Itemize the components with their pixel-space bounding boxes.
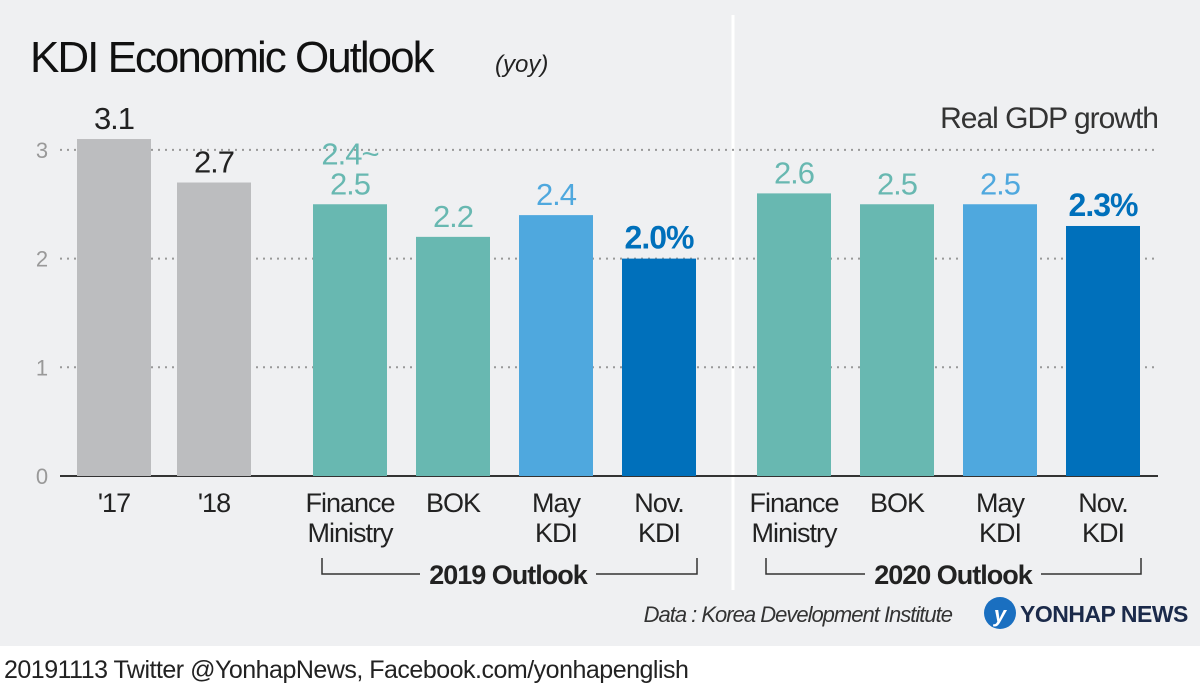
bar [177, 182, 251, 476]
x-tick-label: May [532, 488, 582, 518]
bar [416, 236, 490, 476]
data-label: 2.6 [774, 155, 814, 190]
x-tick-label: Nov. [634, 488, 684, 518]
data-label: 2.2 [433, 199, 473, 234]
bar [860, 204, 934, 476]
data-label: 2.5 [330, 166, 370, 201]
data-label: 2.5 [980, 166, 1020, 201]
x-tick-label: Ministry [308, 518, 394, 548]
data-label: 2.4~ [321, 136, 378, 171]
x-tick-label: '18 [198, 488, 230, 518]
x-tick-label: Nov. [1078, 488, 1128, 518]
group-label: 2020 Outlook [874, 560, 1034, 590]
yonhap-logo-glyph: y [993, 602, 1008, 627]
yonhap-logo-text: YONHAP NEWS [1020, 601, 1188, 627]
data-label: 3.1 [94, 101, 134, 136]
bar [963, 204, 1037, 476]
yonhap-logo-icon [984, 597, 1016, 629]
x-tick-label: KDI [979, 518, 1021, 548]
bar [313, 204, 387, 476]
data-label: 2.0% [625, 220, 694, 256]
x-tick-label: Finance [749, 488, 838, 518]
group-label: 2019 Outlook [429, 560, 589, 590]
bar [519, 215, 593, 476]
source-note: Data : Korea Development Institute [644, 602, 953, 627]
bar [622, 258, 696, 476]
y-tick-label: 0 [36, 464, 48, 489]
y-tick-label: 2 [36, 247, 48, 272]
chart-subtitle: (yoy) [495, 51, 548, 78]
x-tick-label: Finance [305, 488, 394, 518]
y-tick-label: 3 [36, 138, 48, 163]
bar [757, 193, 831, 476]
group-label-bg [420, 560, 596, 588]
x-tick-label: '17 [98, 488, 130, 518]
y-tick-label: 1 [36, 355, 48, 380]
data-label: 2.4 [536, 177, 577, 212]
x-tick-label: BOK [870, 488, 925, 518]
data-label: 2.5 [877, 166, 917, 201]
x-tick-label: KDI [535, 518, 577, 548]
x-tick-label: May [976, 488, 1026, 518]
data-label: 2.3% [1069, 187, 1138, 223]
bar [77, 139, 151, 476]
x-tick-label: Ministry [752, 518, 838, 548]
x-tick-label: KDI [638, 518, 680, 548]
x-tick-label: KDI [1082, 518, 1124, 548]
footer-credits: 20191113 Twitter @YonhapNews, Facebook.c… [4, 656, 689, 684]
x-tick-label: BOK [426, 488, 481, 518]
chart-title: KDI Economic Outlook [30, 33, 436, 82]
bar [1066, 225, 1140, 476]
group-label-bg [865, 560, 1041, 588]
data-label: 2.7 [194, 145, 234, 180]
series-label: Real GDP growth [940, 102, 1158, 135]
